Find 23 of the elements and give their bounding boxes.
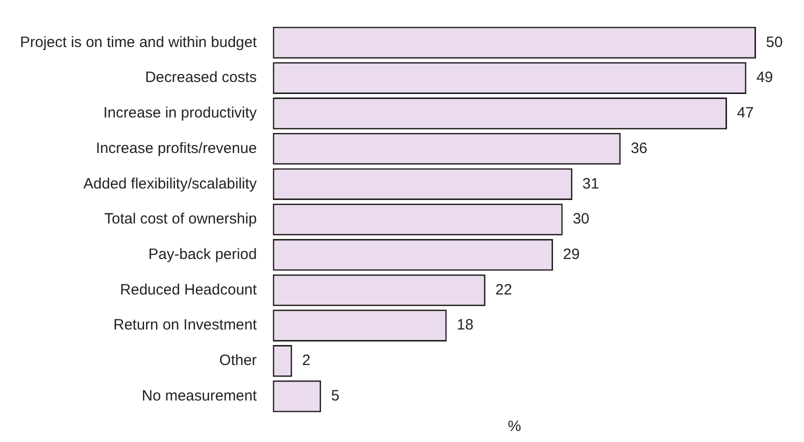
data-label: 29 [563, 246, 580, 264]
y-tick-label: Pay-back period [148, 246, 257, 264]
y-tick-label: Project is on time and within budget [20, 34, 258, 51]
data-label: 18 [456, 316, 474, 334]
data-label: 31 [582, 175, 600, 192]
y-tick-label: Return on Investment [113, 316, 258, 334]
y-tick-label: Reduced Headcount [120, 281, 258, 298]
y-tick-label: Decreased costs [145, 69, 257, 86]
y-tick-label: No measurement [142, 387, 258, 404]
data-label: 49 [756, 69, 774, 86]
data-label: 50 [766, 34, 783, 51]
data-label: 47 [737, 104, 754, 122]
data-label: 36 [630, 140, 648, 157]
y-tick-label: Total cost of ownership [104, 210, 257, 228]
data-label: 5 [331, 387, 340, 404]
x-axis-title: % [508, 418, 522, 436]
data-label: 30 [572, 210, 590, 228]
y-tick-label: Increase in productivity [103, 104, 258, 122]
y-tick-label: Increase profits/revenue [96, 140, 257, 157]
y-tick-label: Other [219, 352, 257, 370]
y-tick-label: Added flexibility/scalability [83, 175, 258, 192]
data-label: 2 [302, 352, 310, 370]
data-label: 22 [495, 281, 512, 298]
